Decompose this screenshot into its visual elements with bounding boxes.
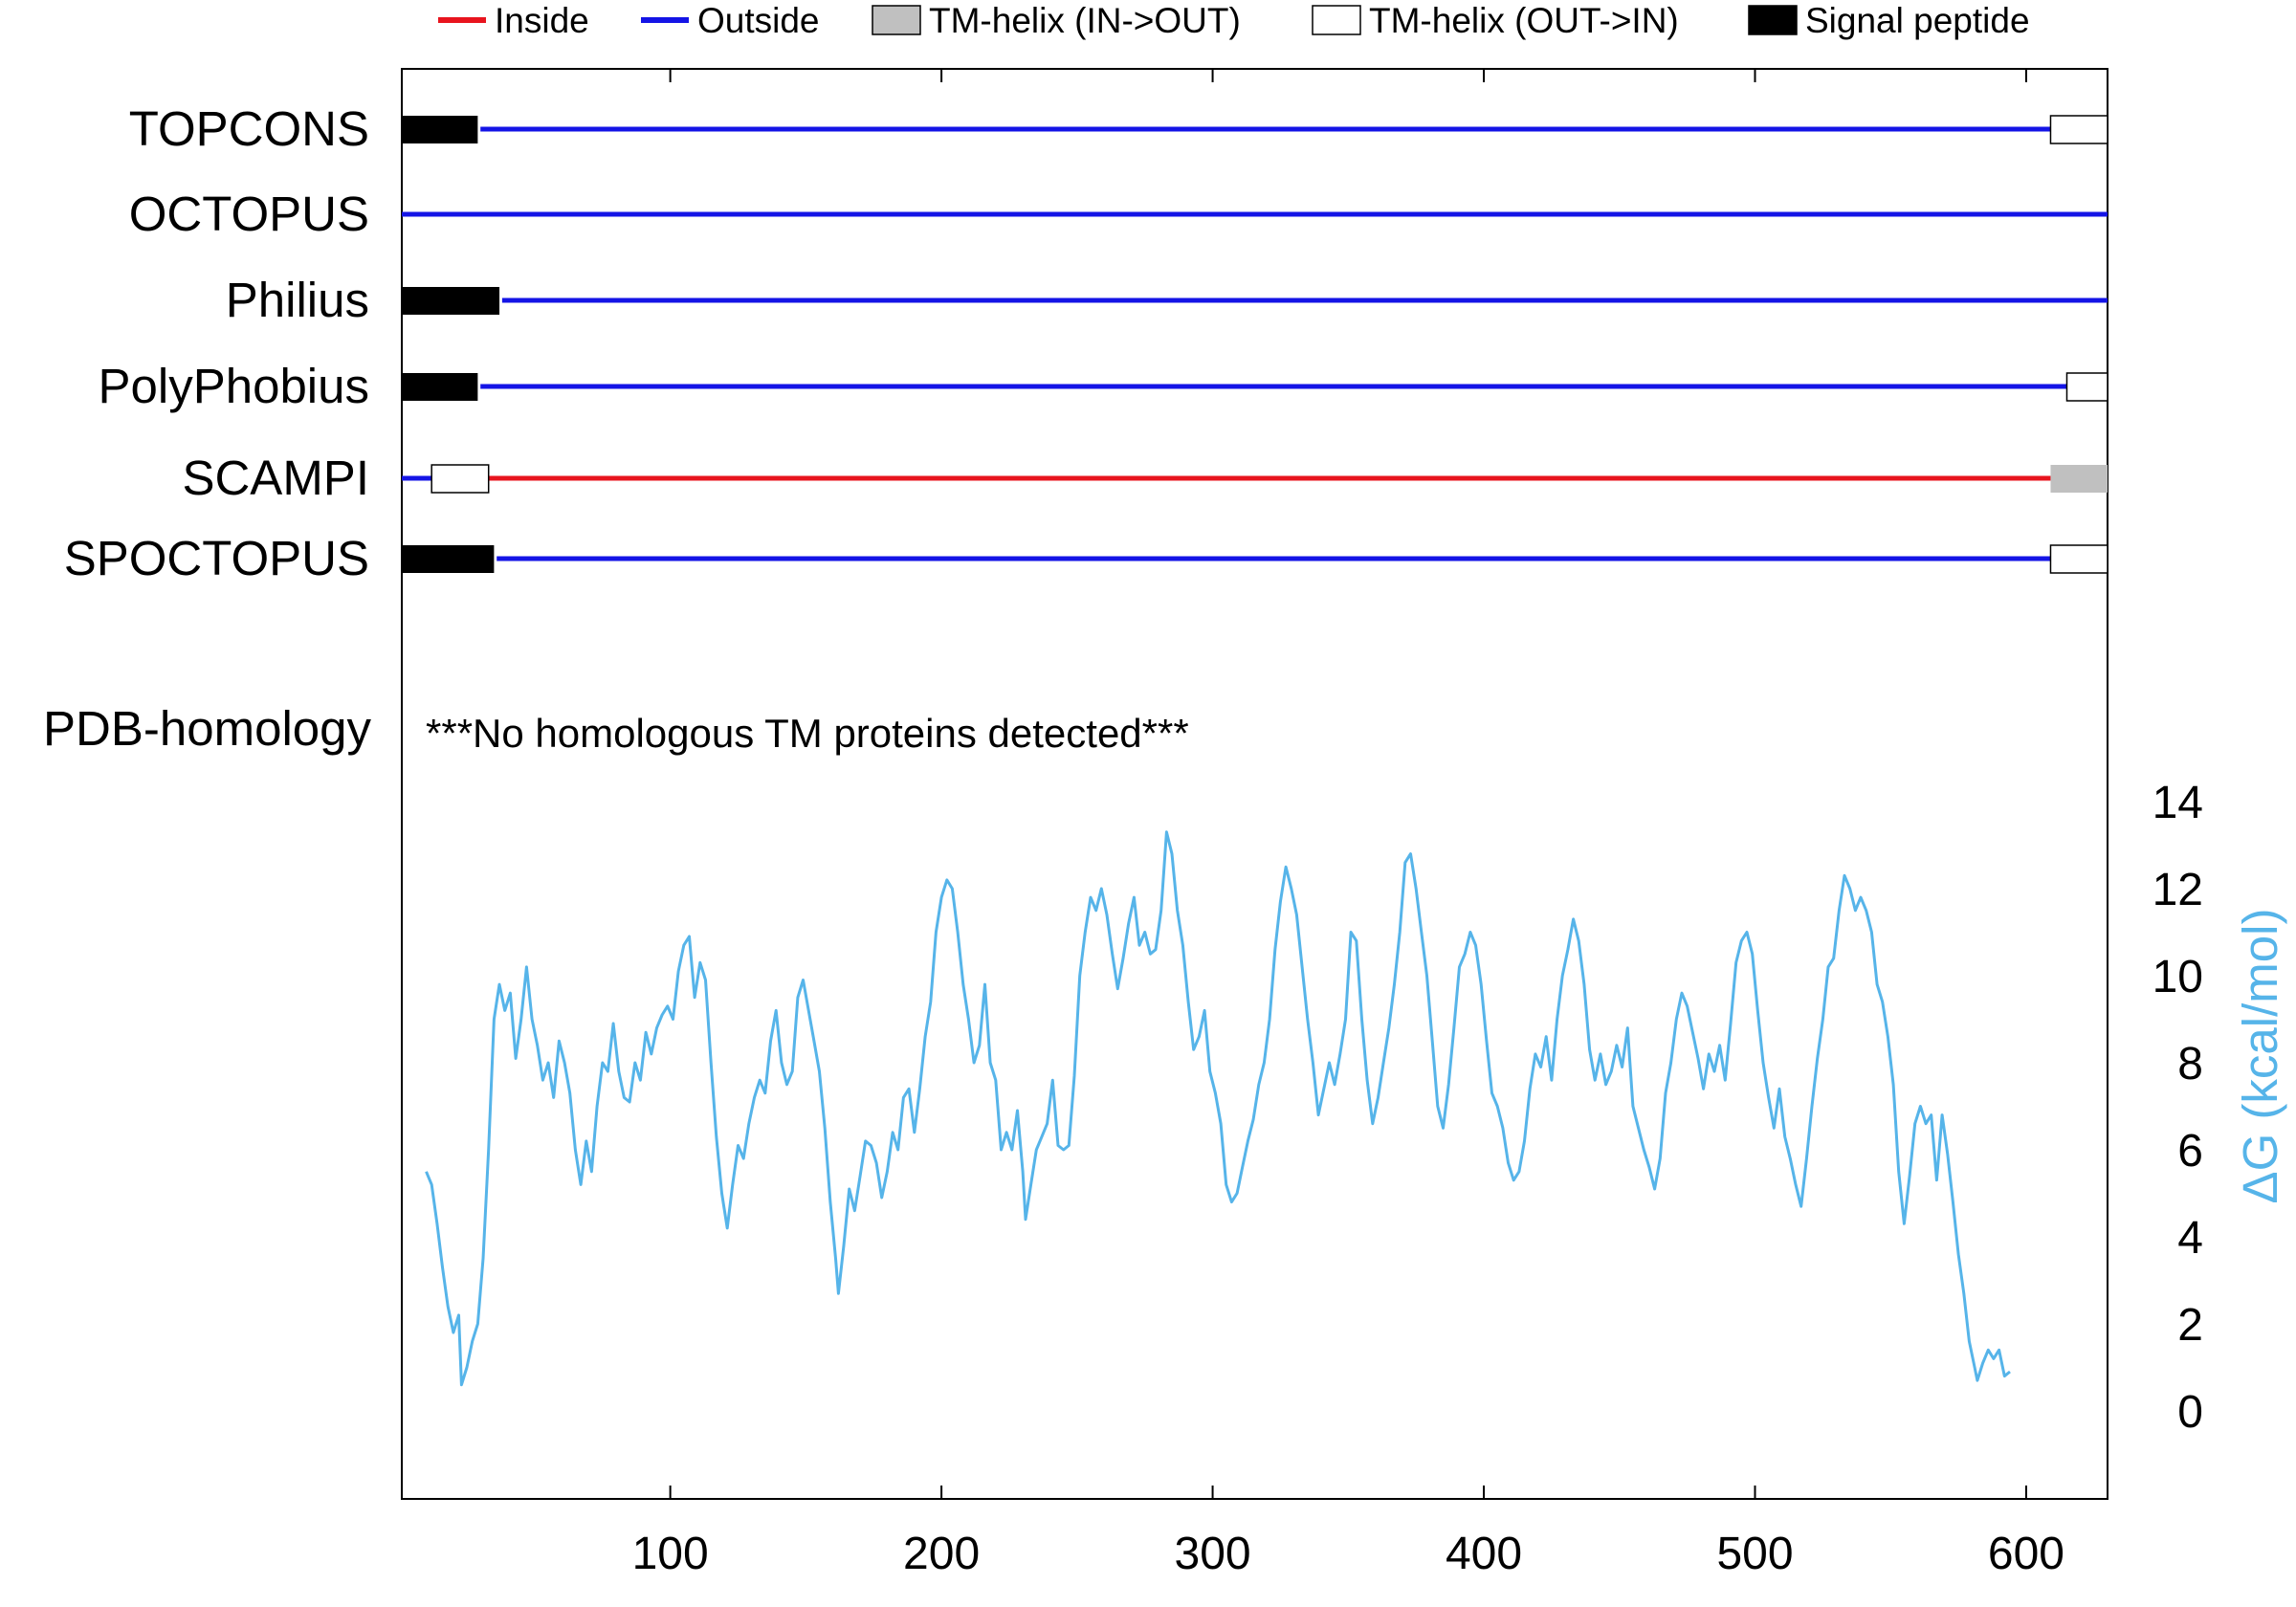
plot-frame bbox=[401, 68, 2108, 1500]
segment-tm-helix-in-out bbox=[2050, 465, 2108, 493]
track-polyphobius: PolyPhobius bbox=[98, 359, 2108, 413]
track-label: SPOCTOPUS bbox=[64, 531, 369, 585]
track-label: PolyPhobius bbox=[98, 359, 369, 413]
x-axis: 100 200 300 400 500 600 bbox=[632, 69, 2064, 1579]
y-axis-label: ΔG (kcal/mol) bbox=[2233, 909, 2287, 1204]
x-tick-label: 600 bbox=[1988, 1529, 2064, 1579]
track-octopus: OCTOPUS bbox=[129, 187, 2108, 241]
track-label: TOPCONS bbox=[129, 101, 369, 156]
legend-label-2: TM-helix (IN->OUT) bbox=[929, 1, 1241, 40]
y-tick-label: 0 bbox=[2177, 1387, 2203, 1438]
delta-g-series-line bbox=[425, 830, 2011, 1387]
y-tick-label: 6 bbox=[2177, 1126, 2203, 1177]
legend-label-1: Outside bbox=[697, 1, 820, 40]
track-label: SCAMPI bbox=[182, 451, 369, 505]
track-philius: Philius bbox=[226, 273, 2108, 327]
topology-tracks: TOPCONS OCTOPUS Philius PolyPhobius SCAMPI SP… bbox=[64, 101, 2108, 585]
x-tick-label: 500 bbox=[1716, 1529, 1793, 1579]
legend-label-0: Inside bbox=[495, 1, 589, 40]
pdb-homology-message: ***No homologous TM proteins detected*** bbox=[426, 711, 1189, 756]
y-tick-label: 14 bbox=[2152, 778, 2203, 828]
y-tick-label: 4 bbox=[2177, 1213, 2203, 1264]
y-tick-label: 8 bbox=[2177, 1039, 2203, 1090]
legend-swatch-4 bbox=[1748, 5, 1798, 35]
legend-swatch-2 bbox=[872, 5, 921, 35]
segment-tm-helix-out-in bbox=[2065, 372, 2108, 402]
y-tick-label: 2 bbox=[2177, 1300, 2203, 1351]
segment-tm-helix-out-in bbox=[2049, 115, 2108, 144]
segment-tm-helix-out-in bbox=[2049, 544, 2108, 574]
x-tick-label: 400 bbox=[1446, 1529, 1522, 1579]
track-label: OCTOPUS bbox=[129, 187, 369, 241]
legend: Inside Outside TM-helix (IN->OUT) TM-helix … bbox=[438, 1, 2030, 40]
track-topcons: TOPCONS bbox=[129, 101, 2108, 156]
y-axis-right: 0 2 4 6 8 10 12 14 bbox=[2152, 778, 2203, 1438]
track-spoctopus: SPOCTOPUS bbox=[64, 531, 2108, 585]
legend-label-4: Signal peptide bbox=[1805, 1, 2030, 40]
segment-signal-peptide bbox=[402, 545, 495, 573]
legend-swatch-3 bbox=[1312, 5, 1361, 35]
track-scampi: SCAMPI bbox=[182, 451, 2108, 505]
y-tick-label: 10 bbox=[2152, 952, 2203, 1002]
y-tick-label: 12 bbox=[2152, 865, 2203, 915]
segment-tm-helix-out-in bbox=[430, 464, 490, 494]
segment-signal-peptide bbox=[402, 287, 500, 315]
track-label: Philius bbox=[226, 273, 369, 327]
x-tick-label: 300 bbox=[1175, 1529, 1251, 1579]
segment-signal-peptide bbox=[402, 373, 478, 401]
legend-label-3: TM-helix (OUT->IN) bbox=[1369, 1, 1679, 40]
pdb-homology-label: PDB-homology bbox=[43, 701, 371, 756]
x-tick-label: 100 bbox=[632, 1529, 709, 1579]
segment-signal-peptide bbox=[402, 116, 478, 143]
x-tick-label: 200 bbox=[903, 1529, 980, 1579]
